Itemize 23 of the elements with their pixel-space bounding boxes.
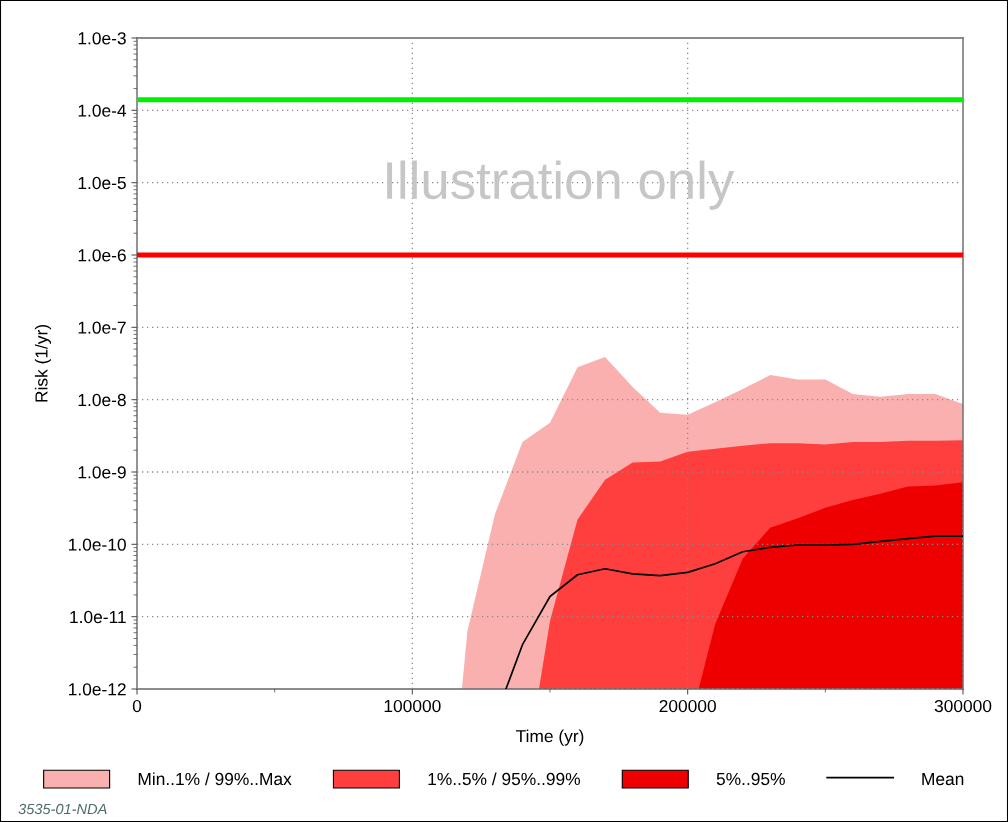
- line-series: [505, 535, 963, 689]
- annotation: Illustration only: [387, 160, 735, 210]
- x-tick-label: 0: [132, 699, 142, 713]
- y-tick-label: 1.0e-5: [78, 176, 126, 190]
- y-tick-label: 1.0e-6: [78, 249, 126, 262]
- y-tick-label: 1.0e-9: [78, 466, 126, 479]
- y-tick-label: 1.0e-11: [70, 610, 126, 624]
- legend-label: Mean: [922, 773, 964, 786]
- y-axis-title: Risk (1/yr): [34, 325, 52, 402]
- legend-label: 5%..95%: [716, 772, 785, 786]
- x-tick-label: 100000: [384, 699, 441, 713]
- y-tick-label: 1.0e-7: [78, 321, 126, 334]
- x-tick-label: 200000: [659, 699, 716, 713]
- y-tick-label: 1.0e-8: [78, 393, 126, 407]
- legend-label: 1%..5% / 95%..99%: [428, 772, 580, 786]
- y-tick-label: 1.0e-10: [69, 538, 126, 551]
- y-tick-label: 1.0e-3: [78, 32, 126, 45]
- x-axis-title: Time (yr): [516, 729, 584, 746]
- legend-label: Min..1% / 99%..Max: [138, 772, 292, 786]
- y-tick-label: 1.0e-4: [78, 104, 127, 117]
- y-tick-label: 1.0e-12: [69, 683, 126, 696]
- x-tick-label: 300000: [934, 699, 992, 713]
- text: 3535-01-NDA: [18, 803, 107, 815]
